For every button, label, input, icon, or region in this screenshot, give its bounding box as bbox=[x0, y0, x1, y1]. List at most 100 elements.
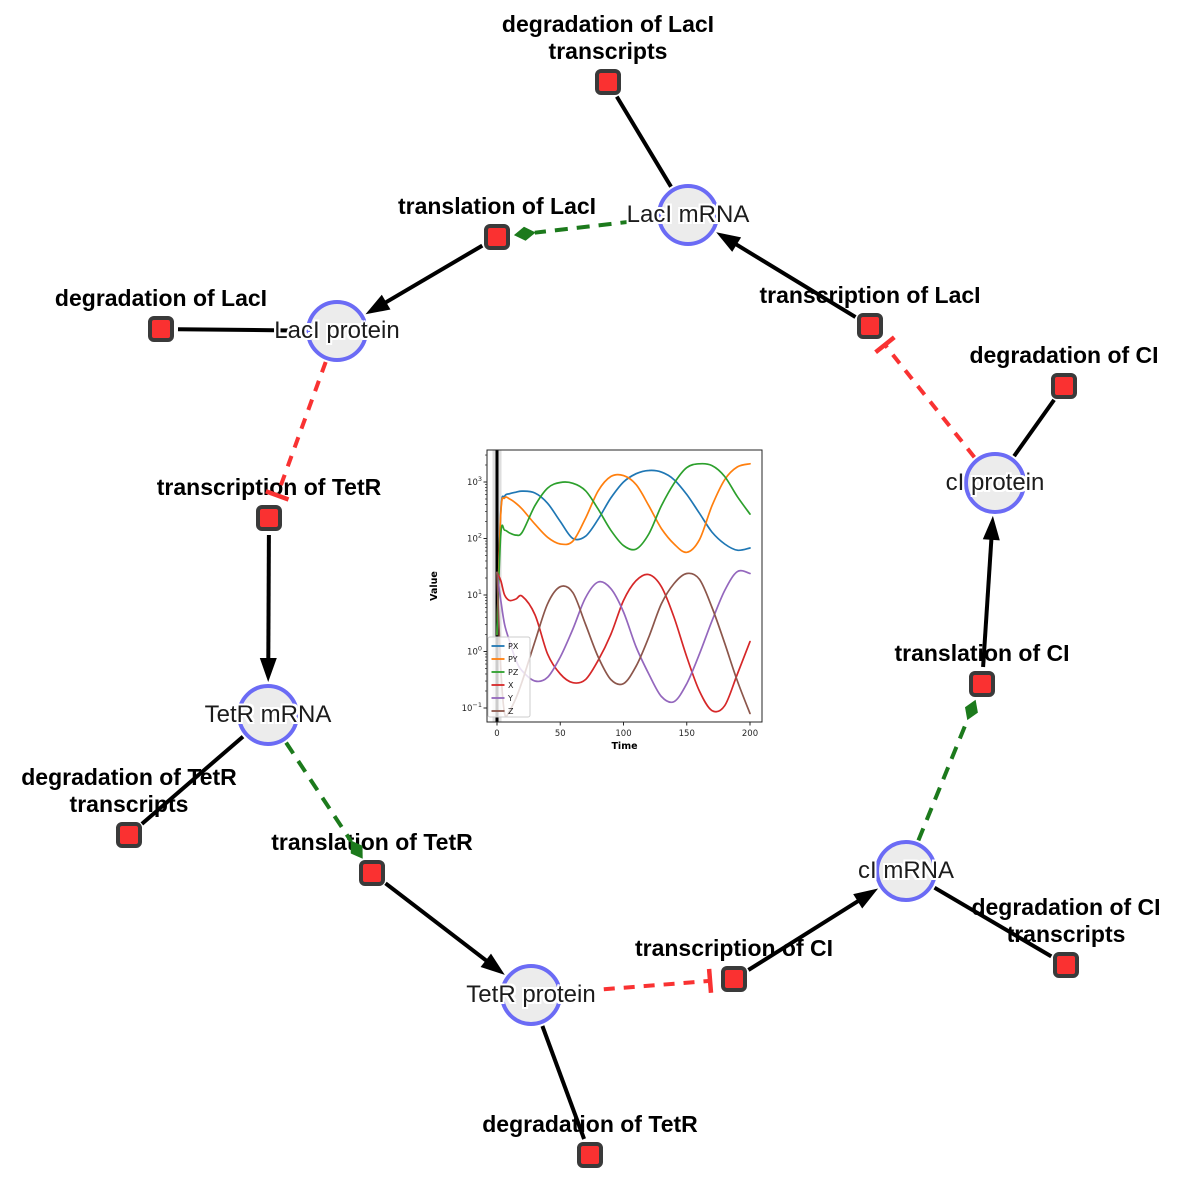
reaction-node-transl-tetR[interactable] bbox=[359, 860, 385, 886]
legend-label-Z: Z bbox=[508, 707, 514, 716]
y-tick-label: 10−1 bbox=[462, 701, 482, 714]
legend-box bbox=[487, 636, 531, 718]
species-node-tetR-protein[interactable] bbox=[500, 964, 562, 1026]
time-series-chart: 0 50 100 150 200 10−1 100 101 102 103 Value Time PX P… bbox=[425, 440, 775, 770]
axes-frame bbox=[486, 449, 763, 723]
edge-lacI-mRNA--deg-lacI-transcripts bbox=[615, 95, 673, 188]
edge-line bbox=[1012, 398, 1056, 458]
edge-line bbox=[140, 735, 245, 826]
reaction-label-transl-lacI: translation of LacI bbox=[397, 193, 597, 219]
arrowhead-icon bbox=[853, 888, 879, 909]
x-axis-label: Time bbox=[611, 741, 637, 752]
reaction-label-txn-lacI: transcription of LacI bbox=[759, 282, 981, 308]
edge-line bbox=[981, 535, 994, 668]
legend-label-Y: Y bbox=[507, 694, 513, 703]
edge-transl-lacI--lacI-protein bbox=[365, 243, 484, 315]
reaction-node-txn-cI[interactable] bbox=[721, 966, 747, 992]
y-tick-label: 100 bbox=[467, 645, 482, 658]
legend-label-X: X bbox=[508, 681, 514, 690]
edge-line bbox=[177, 327, 305, 333]
series-line-PY bbox=[496, 462, 751, 636]
edge-lacI-mRNA--transl-lacI bbox=[513, 216, 656, 241]
edge-tetR-mRNA--transl-tetR bbox=[284, 741, 363, 859]
edge-line bbox=[534, 216, 656, 235]
edge-cI-mRNA--deg-cI-transcripts bbox=[933, 885, 1053, 959]
edge-transl-tetR--tetR-protein bbox=[384, 881, 505, 975]
species-node-lacI-protein[interactable] bbox=[306, 300, 368, 362]
arrowhead-icon bbox=[982, 515, 1000, 541]
edge-tetR-protein--txn-cI bbox=[563, 968, 714, 995]
species-label-lacI-protein: LacI protein bbox=[274, 317, 400, 344]
reaction-label-transl-tetR: translation of TetR bbox=[271, 829, 473, 855]
reaction-label-deg-tetR-transcripts: degradation of TetR transcripts bbox=[21, 764, 237, 817]
diamond-arrowhead-icon bbox=[350, 840, 363, 859]
edge-line bbox=[883, 343, 976, 459]
reaction-node-transl-lacI[interactable] bbox=[484, 224, 510, 250]
legend-label-PY: PY bbox=[508, 655, 518, 664]
reaction-label-deg-lacI: degradation of LacI bbox=[54, 285, 268, 311]
series-line-PZ bbox=[496, 462, 751, 636]
edge-line bbox=[381, 243, 484, 306]
edge-txn-cI--cI-mRNA bbox=[747, 888, 879, 972]
edge-line bbox=[563, 978, 711, 995]
species-label-cI-protein: cI protein bbox=[945, 469, 1045, 496]
y-tick-label: 101 bbox=[467, 588, 482, 601]
species-label-tetR-mRNA: TetR mRNA bbox=[204, 701, 332, 728]
reaction-label-deg-lacI-transcripts: degradation of LacI transcripts bbox=[501, 11, 715, 64]
x-tick-label: 50 bbox=[555, 729, 566, 739]
edge-lacI-protein--txn-tetR bbox=[265, 361, 328, 502]
reaction-node-transl-cI[interactable] bbox=[969, 671, 995, 697]
series-line-X bbox=[496, 571, 751, 713]
reaction-label-deg-cI-transcripts: degradation of CI transcripts bbox=[971, 894, 1161, 947]
reaction-node-deg-cI-transcripts[interactable] bbox=[1053, 952, 1079, 978]
reaction-node-txn-lacI[interactable] bbox=[857, 313, 883, 339]
edge-line bbox=[384, 881, 491, 965]
species-node-tetR-mRNA[interactable] bbox=[237, 684, 299, 746]
reaction-node-deg-lacI[interactable] bbox=[148, 316, 174, 342]
legend-label-PX: PX bbox=[508, 642, 519, 651]
reaction-node-txn-tetR[interactable] bbox=[256, 505, 282, 531]
species-node-cI-protein[interactable] bbox=[964, 452, 1026, 514]
y-tick-label: 103 bbox=[467, 475, 482, 488]
edge-txn-tetR--tetR-mRNA bbox=[259, 534, 277, 682]
species-node-cI-mRNA[interactable] bbox=[875, 840, 937, 902]
edge-line bbox=[747, 897, 863, 972]
x-tick-label: 100 bbox=[615, 729, 631, 739]
arrowhead-icon bbox=[480, 953, 505, 975]
x-tick-label: 150 bbox=[679, 729, 695, 739]
edge-line bbox=[284, 741, 353, 843]
arrowhead-icon bbox=[259, 658, 277, 682]
edge-line bbox=[933, 885, 1053, 959]
edge-cI-protein--txn-lacI bbox=[874, 335, 976, 459]
species-label-lacI-mRNA: LacI mRNA bbox=[626, 201, 750, 228]
reaction-label-txn-tetR: transcription of TetR bbox=[156, 474, 382, 500]
diamond-arrowhead-icon bbox=[965, 699, 978, 721]
chart-svg: 0 50 100 150 20010−1100101102103ValueTimePXP… bbox=[429, 449, 763, 752]
legend-label-PZ: PZ bbox=[508, 668, 519, 677]
reaction-label-deg-cI: degradation of CI bbox=[969, 342, 1159, 368]
x-tick-label: 0 bbox=[494, 729, 499, 739]
species-label-cI-mRNA: cI mRNA bbox=[858, 857, 954, 884]
edge-cI-mRNA--transl-cI bbox=[916, 699, 978, 842]
species-label-tetR-protein: TetR protein bbox=[466, 981, 596, 1008]
species-node-lacI-mRNA[interactable] bbox=[657, 184, 719, 246]
y-tick-label: 102 bbox=[467, 532, 482, 545]
edge-line bbox=[266, 534, 271, 663]
chart-curves bbox=[496, 462, 751, 718]
edge-line bbox=[732, 240, 857, 319]
reaction-node-deg-tetR[interactable] bbox=[577, 1142, 603, 1168]
reaction-node-deg-lacI-transcripts[interactable] bbox=[595, 69, 621, 95]
reaction-node-deg-tetR-transcripts[interactable] bbox=[116, 822, 142, 848]
edge-line bbox=[540, 1025, 586, 1140]
reaction-node-deg-cI[interactable] bbox=[1051, 373, 1077, 399]
arrowhead-icon bbox=[365, 294, 391, 315]
chart-legend: PX PY PZ XYZ bbox=[487, 636, 531, 718]
x-tick-label: 200 bbox=[742, 729, 758, 739]
edge-line bbox=[275, 361, 328, 497]
diamond-arrowhead-icon bbox=[513, 226, 536, 241]
edge-cI-protein--deg-cI bbox=[1012, 398, 1056, 458]
edge-lacI-protein--deg-lacI bbox=[177, 327, 305, 333]
